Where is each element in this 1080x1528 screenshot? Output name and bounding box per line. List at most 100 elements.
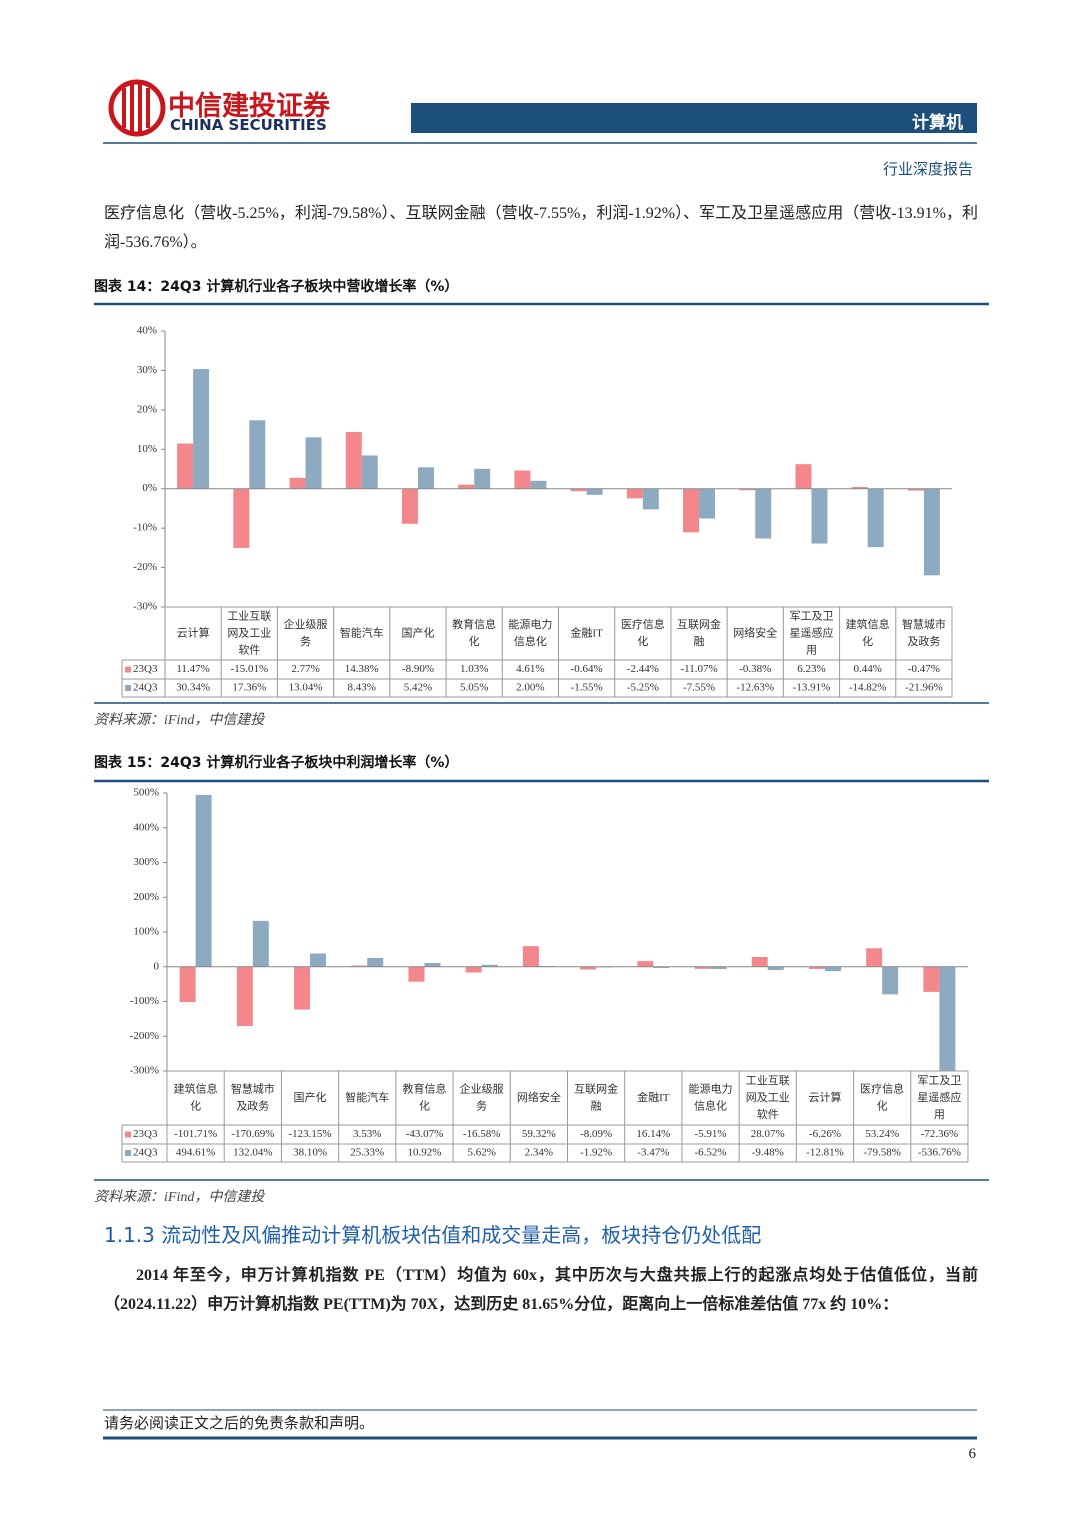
bar	[249, 420, 266, 489]
bar	[367, 957, 384, 967]
value-label: 1.03%	[460, 663, 488, 675]
value-label: 38.10%	[293, 1147, 327, 1159]
disclaimer: 请务必阅读正文之后的免责条款和声明。	[104, 1416, 375, 1432]
category-label: 工业互联网及工业软件	[746, 1074, 790, 1121]
paragraph: 2014 年至今，申万计算机指数 PE（TTM）均值为 60x，其中历次与大盘共…	[104, 1267, 978, 1313]
section-heading: 1.1.3 流动性及风偏推动计算机板块估值和成交量走高，板块持仓仍处低配	[104, 1223, 762, 1247]
y-tick-label: 10%	[137, 443, 157, 455]
y-tick-label: -200%	[130, 1030, 159, 1042]
y-tick-label: 30%	[137, 364, 157, 376]
value-label: -536.76%	[918, 1147, 961, 1159]
bar	[530, 480, 547, 489]
bar	[305, 437, 322, 489]
value-label: 13.04%	[289, 682, 323, 694]
y-tick-label: -30%	[133, 601, 157, 613]
y-tick-label: 100%	[133, 926, 159, 938]
bar	[637, 961, 654, 967]
y-tick-label: -20%	[133, 561, 157, 573]
legend-swatch	[125, 666, 131, 673]
value-label: -6.26%	[809, 1128, 841, 1140]
value-label: 59.32%	[522, 1128, 556, 1140]
bar	[699, 488, 716, 519]
value-label: -72.36%	[921, 1128, 959, 1140]
chart-title: 图表 15：24Q3 计算机行业各子板块中利润增长率（%）	[94, 755, 459, 771]
bar	[626, 488, 643, 499]
bar	[795, 464, 812, 489]
y-tick-label: 0%	[142, 482, 157, 494]
value-label: -1.55%	[571, 682, 603, 694]
bar	[642, 488, 659, 510]
bar	[755, 488, 772, 539]
value-label: 30.34%	[176, 682, 210, 694]
value-label: -13.91%	[793, 682, 831, 694]
value-label: -12.81%	[806, 1147, 844, 1159]
bar	[424, 962, 441, 967]
y-tick-label: -300%	[130, 1065, 159, 1077]
bar	[233, 488, 250, 548]
category-label: 智慧城市及政务	[231, 1081, 275, 1112]
bar	[179, 966, 196, 1003]
value-label: 5.62%	[467, 1147, 495, 1159]
category-label: 能源电力信息化	[508, 617, 552, 648]
value-label: 5.05%	[460, 682, 488, 694]
header-bar	[411, 103, 977, 133]
bar	[310, 953, 327, 967]
value-label: 494.61%	[176, 1147, 215, 1159]
value-label: -1.92%	[580, 1147, 612, 1159]
y-tick-label: 500%	[133, 787, 159, 799]
value-label: -0.38%	[739, 663, 771, 675]
value-label: -9.48%	[752, 1147, 784, 1159]
category-label: 云计算	[177, 625, 210, 639]
value-label: 2.00%	[516, 682, 544, 694]
value-label: -101.71%	[174, 1128, 217, 1140]
logo	[108, 79, 166, 137]
value-label: -3.47%	[637, 1147, 669, 1159]
y-tick-label: 20%	[137, 403, 157, 415]
value-label: 2.77%	[291, 663, 319, 675]
bar	[653, 966, 670, 968]
value-label: -2.44%	[627, 663, 659, 675]
value-label: 11.47%	[176, 663, 210, 675]
bar	[751, 956, 768, 967]
value-label: 2.34%	[525, 1147, 553, 1159]
category-label: 工业互联网及工业软件	[227, 609, 271, 656]
chart-title: 图表 14：24Q3 计算机行业各子板块中营收增长率（%）	[94, 279, 459, 295]
value-label: 132.04%	[233, 1147, 272, 1159]
bar	[401, 488, 418, 524]
y-tick-label: 200%	[133, 891, 159, 903]
value-label: -7.55%	[683, 682, 715, 694]
value-label: 14.38%	[345, 663, 379, 675]
page-number: 6	[968, 1446, 977, 1462]
bar	[767, 966, 784, 971]
bar	[458, 484, 475, 489]
category-label: 云计算	[808, 1090, 841, 1104]
bar	[808, 966, 825, 969]
category-label: 互联网金融	[677, 617, 721, 648]
value-label: -8.90%	[402, 663, 434, 675]
bar	[474, 468, 491, 489]
bar	[923, 488, 940, 576]
value-label: -6.52%	[694, 1147, 726, 1159]
bar	[683, 488, 700, 533]
bar	[289, 477, 306, 489]
bar	[177, 443, 194, 489]
bar	[294, 966, 311, 1010]
value-label: -14.82%	[849, 682, 887, 694]
value-label: -21.96%	[905, 682, 943, 694]
value-label: 17.36%	[232, 682, 266, 694]
value-label: 28.07%	[751, 1128, 785, 1140]
value-label: -170.69%	[231, 1128, 274, 1140]
bar	[739, 488, 756, 491]
value-label: 4.61%	[516, 663, 544, 675]
value-label: -16.58%	[463, 1128, 501, 1140]
category-label: 网络安全	[733, 625, 777, 639]
category-label: 建筑信息化	[174, 1081, 218, 1112]
bars	[179, 794, 956, 1071]
y-tick-label: 40%	[137, 325, 157, 337]
y-tick-label: 300%	[133, 856, 159, 868]
value-label: -15.01%	[231, 663, 269, 675]
report-type: 行业深度报告	[882, 160, 973, 178]
sector: 计算机	[912, 113, 963, 133]
legend-swatch	[125, 1150, 131, 1156]
y-tick-label: 400%	[133, 821, 159, 833]
